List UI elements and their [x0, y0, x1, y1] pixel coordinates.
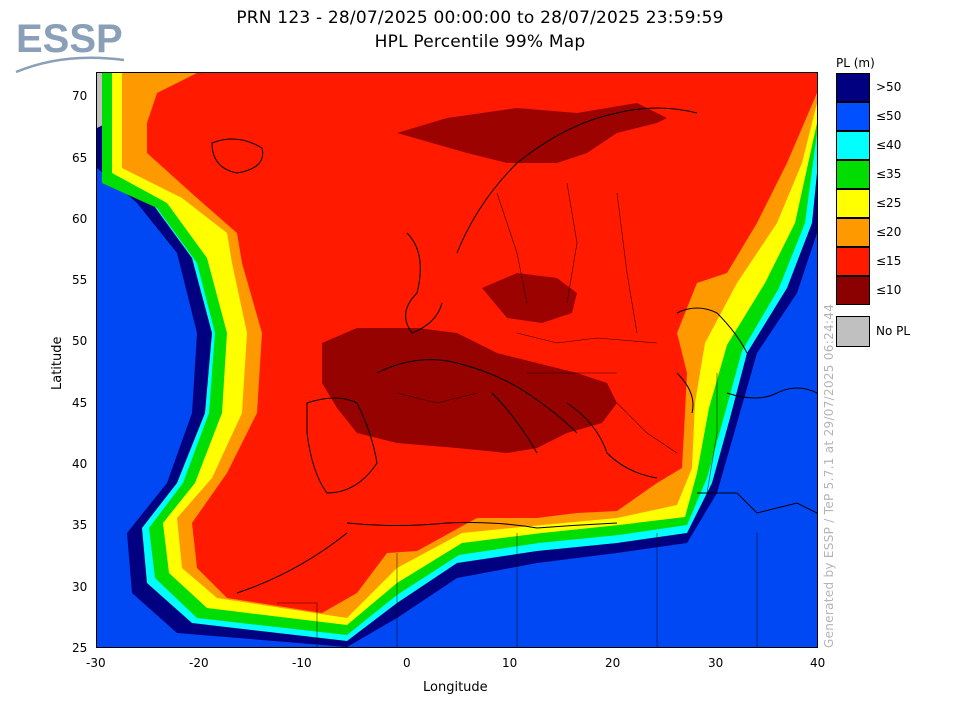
x-tick: 40 — [810, 656, 826, 670]
x-tick: 30 — [708, 656, 724, 670]
essp-logo: ESSP — [14, 14, 134, 84]
legend-label: ≤15 — [876, 254, 902, 268]
y-tick: 45 — [72, 396, 88, 410]
y-tick: 60 — [72, 212, 88, 226]
dark-zone-central — [322, 328, 617, 453]
y-tick: 30 — [72, 580, 88, 594]
map-title: PRN 123 - 28/07/2025 00:00:00 to 28/07/2… — [236, 8, 724, 28]
hpl-map — [96, 72, 818, 648]
dark-zone-north — [397, 103, 667, 163]
map-subtitle: HPL Percentile 99% Map — [374, 32, 586, 52]
borders — [277, 182, 758, 647]
x-axis-title: Longitude — [423, 680, 488, 695]
y-tick: 70 — [72, 89, 88, 103]
x-tick: 10 — [502, 656, 518, 670]
red-zone — [147, 73, 817, 613]
legend-swatch-no-pl — [836, 316, 870, 347]
legend-swatch — [836, 131, 870, 160]
legend-label: ≤40 — [876, 138, 902, 152]
legend-swatch — [836, 73, 870, 102]
y-tick: 65 — [72, 151, 88, 165]
dark-zone-baltic — [482, 273, 577, 323]
legend-label: ≤20 — [876, 225, 902, 239]
y-axis-title: Latitude — [50, 336, 65, 390]
coastlines — [211, 107, 817, 594]
x-tick: -20 — [189, 656, 209, 670]
x-tick: 20 — [605, 656, 621, 670]
map-canvas — [97, 73, 817, 647]
legend-label: >50 — [876, 80, 902, 94]
legend-swatch — [836, 218, 870, 247]
legend-swatch — [836, 160, 870, 189]
logo-text: ESSP — [16, 17, 123, 61]
legend-label: ≤10 — [876, 283, 902, 297]
legend-swatch — [836, 102, 870, 131]
y-tick: 25 — [72, 641, 88, 655]
x-tick: -10 — [292, 656, 312, 670]
y-tick: 40 — [72, 457, 88, 471]
legend-label: ≤50 — [876, 109, 902, 123]
y-tick: 55 — [72, 273, 88, 287]
legend-label: ≤25 — [876, 196, 902, 210]
legend-label: ≤35 — [876, 167, 902, 181]
generated-by-note: Generated by ESSP / TeP 5.7.1 at 29/07/2… — [822, 303, 836, 648]
y-tick: 50 — [72, 334, 88, 348]
x-tick: 0 — [403, 656, 411, 670]
x-tick: -30 — [86, 656, 106, 670]
legend-swatch — [836, 247, 870, 276]
y-tick: 35 — [72, 518, 88, 532]
legend-swatch — [836, 276, 870, 305]
legend-swatch — [836, 189, 870, 218]
legend-label-no-pl: No PL — [876, 324, 911, 338]
legend-title: PL (m) — [836, 56, 875, 70]
